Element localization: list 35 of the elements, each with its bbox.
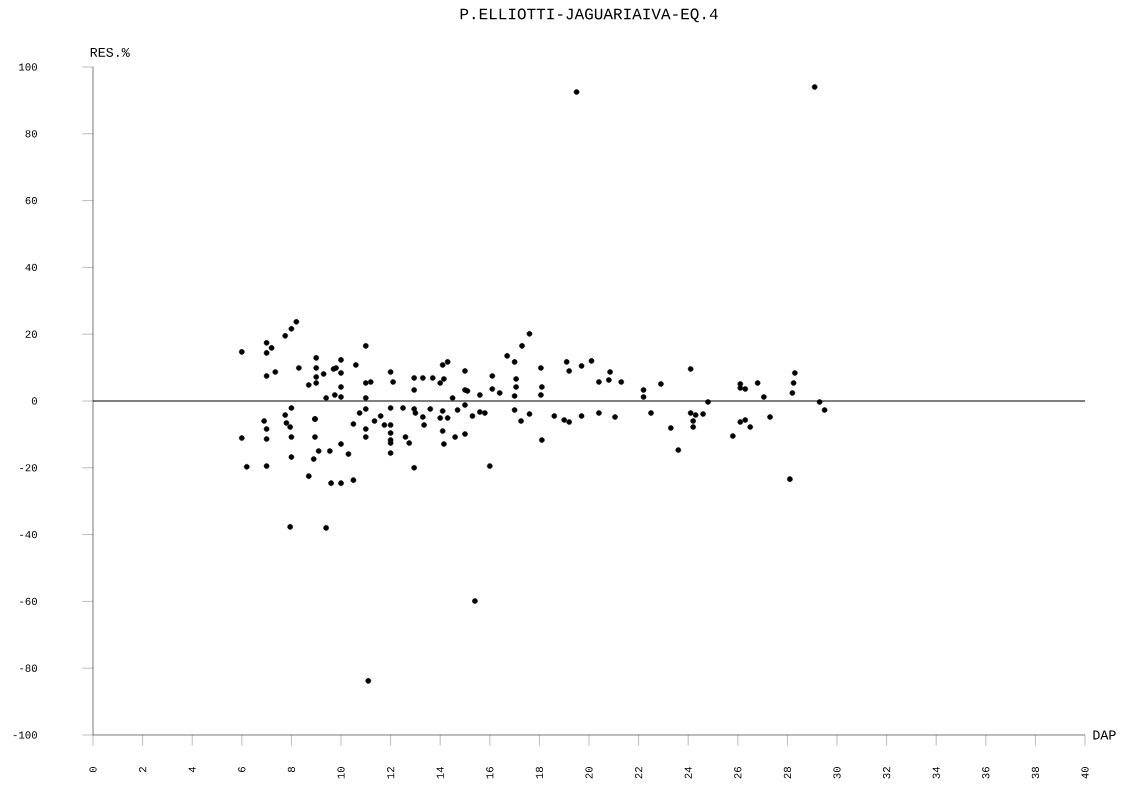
y-tick-label: 40 [25, 263, 37, 272]
y-tick-label: 80 [25, 130, 37, 138]
y-tick-label: 20 [25, 330, 37, 338]
y-tick-label: -100 [13, 731, 37, 739]
x-tick-label: 34 [932, 766, 940, 779]
x-tick-label: 18 [535, 767, 544, 779]
x-tick-label: 2 [139, 767, 147, 773]
y-tick-label: 0 [31, 397, 37, 405]
x-tick-label: 28 [783, 767, 792, 779]
x-tick-label: 16 [486, 767, 494, 779]
x-tick-label: 14 [436, 766, 444, 779]
x-tick-label: 32 [882, 767, 891, 779]
y-tick-label: -60 [20, 597, 37, 606]
x-tick-label: 36 [982, 767, 990, 779]
y-tick-label: -20 [20, 464, 37, 472]
x-tick-label: 40 [1081, 767, 1089, 779]
y-axis-title: RES.% [90, 47, 130, 57]
x-tick-label: 4 [188, 766, 196, 773]
y-tick-label: -40 [20, 530, 37, 539]
x-axis-title: DAP [1093, 730, 1116, 740]
y-tick-label: -80 [20, 664, 37, 672]
x-tick-label: 24 [684, 766, 692, 779]
x-tick-label: 10 [337, 767, 345, 779]
chart-title: P.ELLIOTTI-JAGUARIAIVA-EQ.4 [460, 8, 718, 23]
y-tick-label: 100 [19, 63, 37, 71]
y-tick-label: 60 [25, 196, 37, 205]
x-tick-label: 6 [238, 767, 246, 772]
x-tick-label: 0 [89, 767, 97, 773]
x-tick-label: 12 [387, 767, 395, 779]
x-tick-label: 26 [734, 767, 742, 779]
x-tick-label: 38 [1031, 767, 1040, 779]
x-tick-label: 20 [585, 767, 593, 779]
x-tick-label: 8 [287, 767, 296, 773]
x-tick-label: 22 [635, 767, 643, 779]
x-tick-label: 30 [833, 767, 841, 779]
